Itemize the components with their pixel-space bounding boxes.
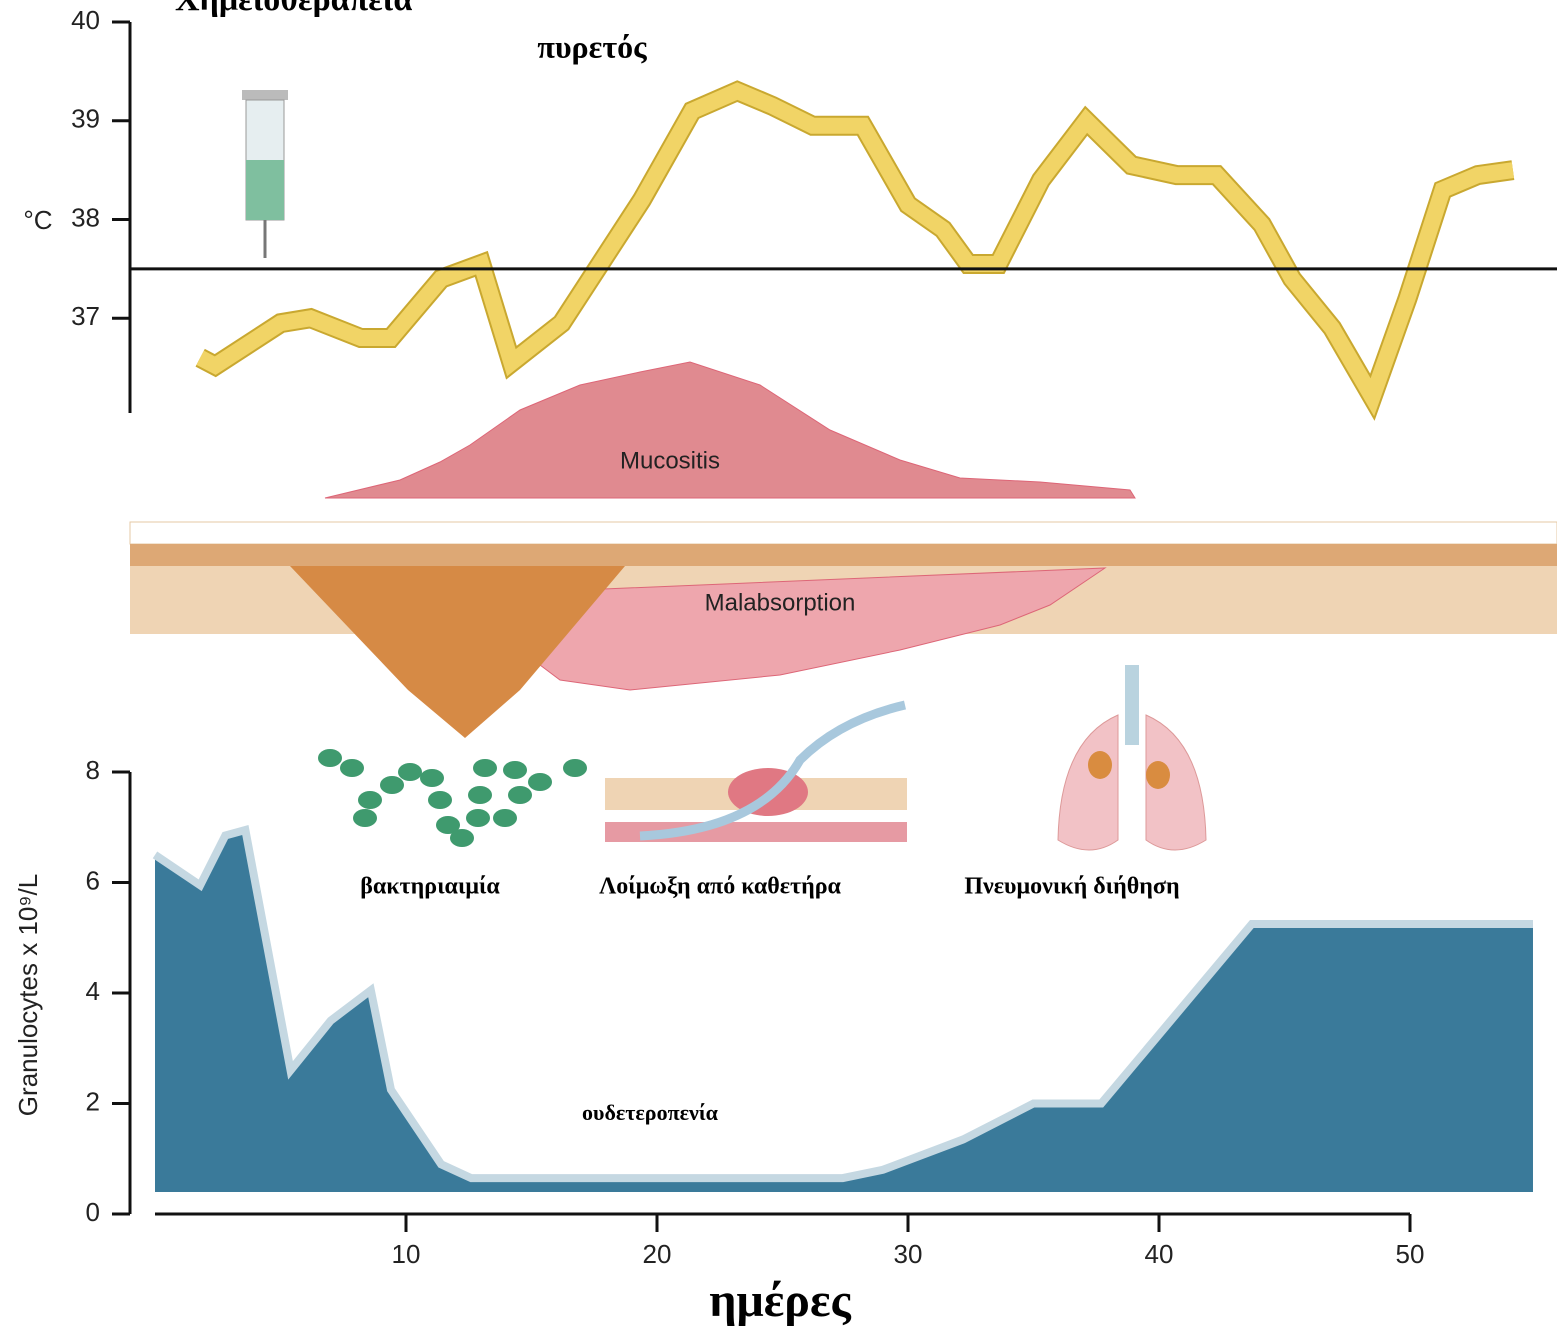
x-tick-label: 50 [1396, 1239, 1425, 1269]
catheter [605, 705, 907, 842]
chart-title: ουδετεροπενία [582, 1100, 719, 1125]
annotation: Πνευμονική διήθηση [964, 874, 1179, 900]
x-tick-label: 10 [392, 1239, 421, 1269]
y-tick-label: 2 [86, 1086, 100, 1116]
mucositis-shape [325, 362, 1135, 498]
x-tick-label: 20 [643, 1239, 672, 1269]
y-tick-label: 0 [86, 1197, 100, 1227]
figure: Χημειοθεραπεία πυρετός °C Mucositis Mala… [0, 0, 1557, 1341]
annotation: βακτηριαιμία [360, 874, 500, 900]
y-tick-label: 39 [71, 104, 100, 134]
annotation: Χημειοθεραπεία [175, 0, 412, 18]
y-tick-label: 38 [71, 202, 100, 232]
x-tick-label: 40 [1145, 1239, 1174, 1269]
chart-title: πυρετός [537, 28, 647, 64]
page: Χημειοθεραπεία πυρετός °C Mucositis Mala… [0, 0, 1557, 1341]
temperature-line [200, 91, 1513, 397]
annotation: Malabsorption [705, 589, 856, 616]
temperature-line-fill [200, 91, 1513, 397]
y-tick-label: 6 [86, 865, 100, 895]
y-axis-label: Granulocytes x 10⁹/L [13, 874, 43, 1116]
lungs [1058, 665, 1206, 850]
y-axis-label: °C [23, 205, 52, 235]
x-axis-label: ημέρες [709, 1274, 851, 1327]
gut-band-dark [130, 544, 1557, 566]
y-tick-label: 37 [71, 301, 100, 331]
y-tick-label: 4 [86, 976, 100, 1006]
x-tick-label: 30 [894, 1239, 923, 1269]
annotation: Λοίμωξη από καθετήρα [599, 874, 841, 900]
annotation: Mucositis [620, 447, 720, 474]
syringe [242, 90, 288, 258]
y-tick-label: 8 [86, 755, 100, 785]
gut-band-white [130, 522, 1557, 544]
bacteria [318, 749, 587, 847]
y-tick-label: 40 [71, 5, 100, 35]
